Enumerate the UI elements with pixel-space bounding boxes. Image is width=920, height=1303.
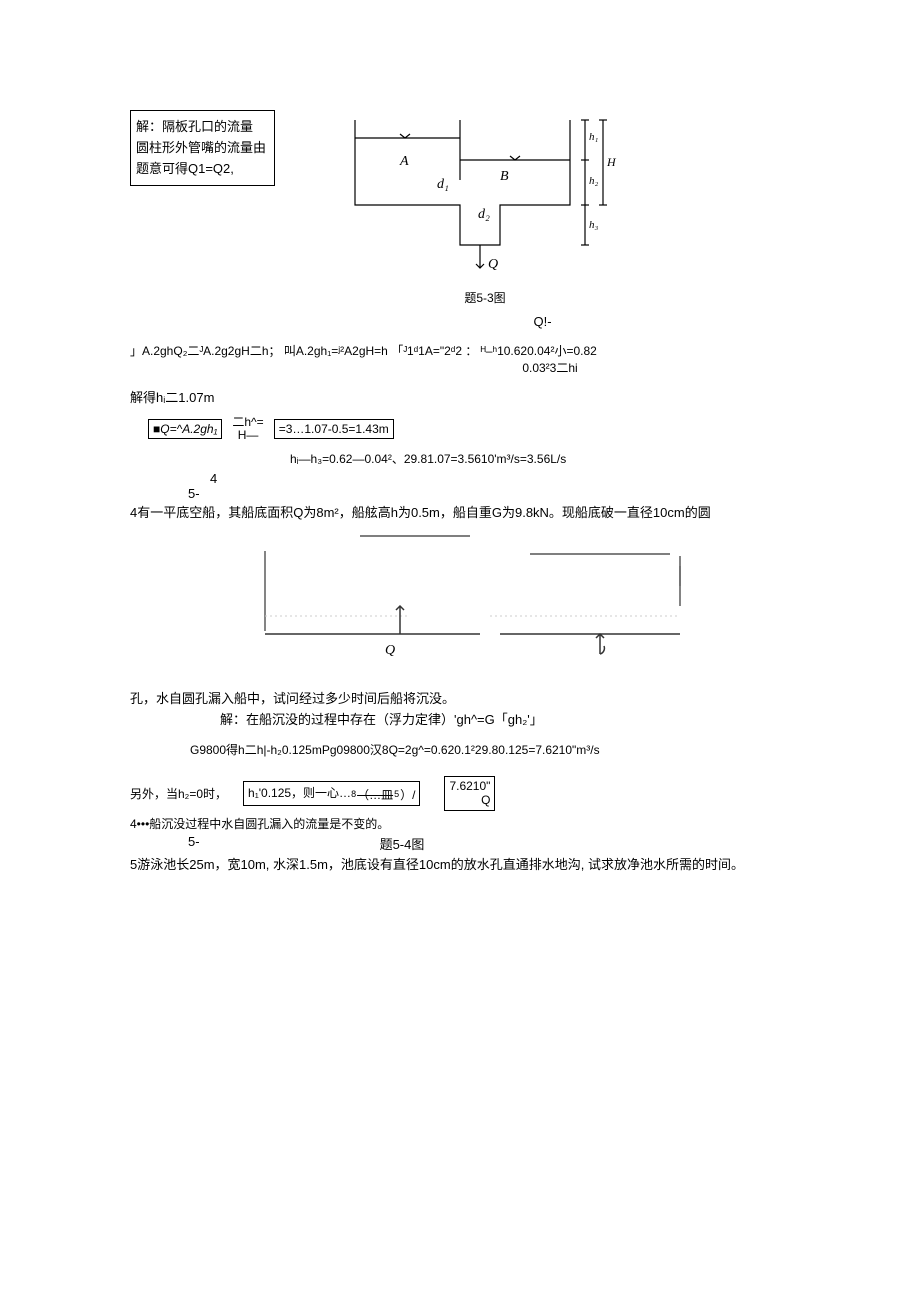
solved-hi: 解得hᵢ二1.07m <box>130 387 800 406</box>
box-q: ■Q=^A.2gh₁ <box>148 419 222 439</box>
label-Q2: Q <box>385 643 395 658</box>
label-h1: h₁ <box>589 131 599 143</box>
eq1-main: 」A.2ghQ₂二ᴶA.2g2gH二h； 叫A.2gh₁=ʲ²A2gH=h 「ᴶ… <box>130 344 597 358</box>
label-h2: h₂ <box>589 175 599 187</box>
label-B: B <box>500 169 509 184</box>
diagram-5-3: A B d₁ d₂ Q h₁ h₂ h₃ H 题5-3图 <box>345 110 625 306</box>
num-4: 4 <box>210 471 800 486</box>
label-h3: h₃ <box>589 219 599 231</box>
num-5a: 5- <box>188 486 800 501</box>
caption-5-4: 题5-4图 <box>380 834 425 853</box>
frac-bot: H— <box>232 429 263 442</box>
problem-5-4: 4有一平底空船，其船底面积Q为8m²，船舷高h为0.5m，船自重G为9.8kN。… <box>130 503 800 523</box>
another: 另外，当h₂=0时， <box>130 785 227 802</box>
label-A: A <box>399 154 409 169</box>
eq-row: ■Q=^A.2gh₁ 二h^= H— =3…1.07-0.5=1.43m <box>148 416 800 442</box>
frac-top: 二h^= <box>232 416 263 429</box>
sol-line2: 圆柱形外管嘴的流量由题意可得Q1=Q2, <box>136 138 269 180</box>
box-h1: h₁'0.125，则一心…8（…皿5）/ <box>243 781 420 806</box>
eq-g: G9800得h二h|-h₂0.125mPg09800汉8Q=2g^=0.620.… <box>190 741 800 758</box>
sub-eq: hᵢ—h₃=0.62—0.04²、29.81.07=3.5610'm³/s=3.… <box>290 450 800 467</box>
num-5b: 5- <box>188 834 200 853</box>
equation-1: 」A.2ghQ₂二ᴶA.2g2gH二h； 叫A.2gh₁=ʲ²A2gH=h 「ᴶ… <box>130 343 800 377</box>
sol-line1: 解：隔板孔口的流量 <box>136 117 269 138</box>
bottom-row: 另外，当h₂=0时， h₁'0.125，则一心…8（…皿5）/ 7.6210" … <box>130 776 800 811</box>
solution-box: 解：隔板孔口的流量 圆柱形外管嘴的流量由题意可得Q1=Q2, <box>130 110 275 186</box>
caption-5-3: 题5-3图 <box>345 289 625 306</box>
diagram-5-4: Q <box>250 526 800 679</box>
q-symbol: Q!- <box>285 314 800 329</box>
box-res: =3…1.07-0.5=1.43m <box>274 419 394 439</box>
buoyancy-sol: 解：在船沉没的过程中存在（浮力定律）'gh^=G「gh₂'」 <box>220 710 800 731</box>
label-d2: d₂ <box>478 207 490 222</box>
label-H: H <box>606 155 617 169</box>
hole-text: 孔，水自圆孔漏入船中，试问经过多少时间后船将沉没。 <box>130 689 800 710</box>
q-box: 7.6210" Q <box>444 776 495 811</box>
eq1-denom: 0.03²3二hi <box>300 360 800 377</box>
problem-5-5: 5游泳池长25m，宽10m, 水深1.5m，池底设有直径10cm的放水孔直通排水… <box>130 855 800 875</box>
leak-const: 4•••船沉没过程中水自圆孔漏入的流量是不变的。 <box>130 815 800 832</box>
label-Q: Q <box>488 257 498 272</box>
label-d1: d₁ <box>437 177 449 192</box>
